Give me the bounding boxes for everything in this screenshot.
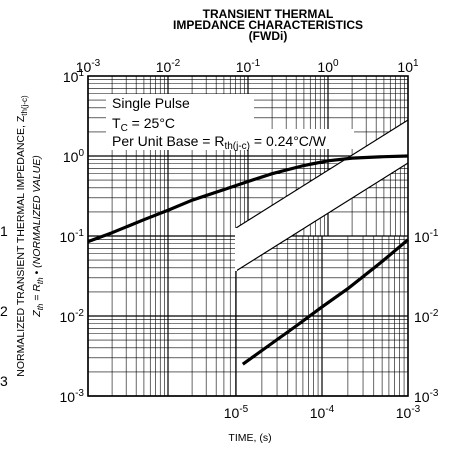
x-tick-label-top: 10-2 [156,58,181,75]
chart-title-line: IMPEDANCE CHARACTERISTICS [173,18,363,32]
y-tick-label-right: 10-1 [414,228,439,245]
y-axis-label-line2: Zth = Rth • (NORMALIZED VALUE) [31,155,45,317]
curves [87,154,410,366]
annotation-per-unit-base: Per Unit Base = Rth(j-c) = 0.24°C/W [112,133,327,152]
chart-title-line: (FWDi) [249,29,288,43]
y-axis-label-line1: NORMALIZED TRANSIENT THERMAL IMPEDANCE, … [15,95,29,377]
annotation-single-pulse: Single Pulse [112,95,190,111]
annotation-background [250,129,354,149]
lower-impedance-curve [241,238,410,366]
upper-impedance-curve [87,154,409,244]
y-axis-label: NORMALIZED TRANSIENT THERMAL IMPEDANCE, … [15,95,29,377]
x-tick-label-top: 101 [397,58,419,75]
x-axis-label: TIME, (s) [228,432,271,444]
grid-lines [87,76,408,397]
left-edge-fragment: 1 [0,223,8,239]
y-tick-label-right: 10-3 [414,388,439,405]
x-tick-label-bottom: 10-4 [310,404,335,421]
left-edge-fragment: 3 [0,373,8,389]
x-tick-label-bottom: 10-3 [396,404,421,421]
left-edge-fragment: 2 [0,303,8,319]
x-tick-label-bottom: 10-5 [224,404,249,421]
x-tick-label-top: 10-3 [76,58,101,75]
x-tick-label-top: 10-1 [236,58,261,75]
y-tick-label-left: 10-1 [60,228,85,245]
y-tick-label-right: 10-2 [414,308,439,325]
y-tick-label-left: 10-3 [60,388,85,405]
y-tick-label-left: 101 [63,68,85,85]
axis-break-edge [235,162,409,272]
chart-title-line: TRANSIENT THERMAL [203,7,334,21]
plot-border [87,75,409,397]
axis-break-edge [235,119,409,229]
y-axis-label-2: Zth = Rth • (NORMALIZED VALUE) [31,155,45,317]
y-tick-label-left: 10-2 [60,308,85,325]
annotation-case-temp: TC = 25°C [112,115,175,134]
annotation-background [106,94,254,150]
x-tick-label-top: 100 [317,58,339,75]
y-tick-label-left: 100 [63,148,85,165]
